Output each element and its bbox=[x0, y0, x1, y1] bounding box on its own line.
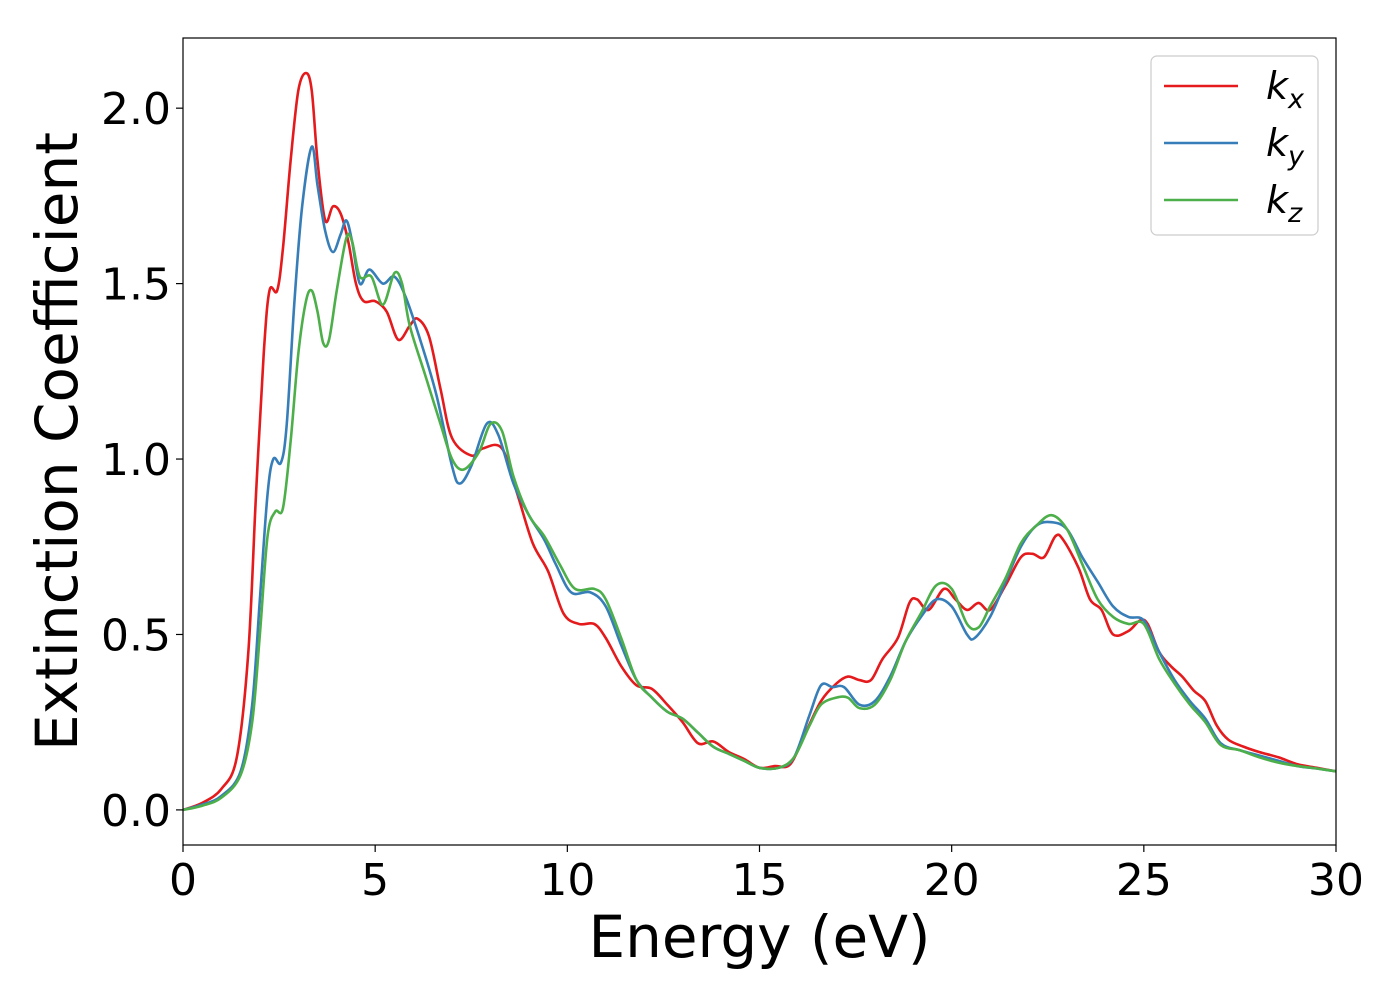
y-tick-label: 1.0 bbox=[101, 435, 171, 486]
x-tick-label: 10 bbox=[539, 855, 595, 906]
legend: kx ky kz bbox=[1150, 55, 1319, 236]
x-tick-label: 20 bbox=[924, 855, 980, 906]
y-axis-title: Extinction Coefficient bbox=[23, 132, 91, 751]
legend-label-kz: kz bbox=[1266, 178, 1303, 229]
legend-label-kx: kx bbox=[1266, 64, 1305, 115]
x-tick-label: 25 bbox=[1116, 855, 1172, 906]
legend-box bbox=[1150, 55, 1319, 236]
x-tick-label: 30 bbox=[1308, 855, 1364, 906]
y-tick-label: 0.0 bbox=[101, 786, 171, 837]
x-axis-ticks: 0 5 10 15 20 25 30 bbox=[169, 845, 1364, 906]
x-tick-label: 5 bbox=[361, 855, 389, 906]
series-layer bbox=[183, 71, 1336, 812]
legend-label-ky: ky bbox=[1266, 121, 1305, 172]
y-axis-ticks: 0.0 0.5 1.0 1.5 2.0 bbox=[101, 84, 183, 837]
series-line-kx bbox=[183, 71, 1336, 812]
series-line-kz bbox=[183, 232, 1336, 812]
x-tick-label: 15 bbox=[732, 855, 788, 906]
x-axis-title: Energy (eV) bbox=[588, 903, 930, 971]
plot-area bbox=[182, 37, 1337, 846]
y-tick-label: 0.5 bbox=[101, 610, 171, 661]
y-tick-label: 1.5 bbox=[101, 260, 171, 311]
x-tick-label: 0 bbox=[169, 855, 197, 906]
y-tick-label: 2.0 bbox=[101, 84, 171, 135]
